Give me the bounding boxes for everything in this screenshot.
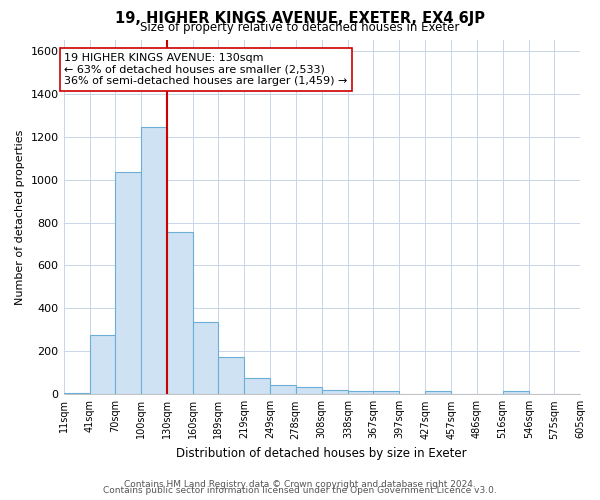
Bar [425, 391, 451, 394]
Bar [115, 172, 141, 394]
Bar [244, 378, 271, 394]
Bar [348, 391, 373, 394]
Bar [193, 322, 218, 394]
Bar [296, 387, 322, 394]
Bar [64, 393, 89, 394]
Y-axis label: Number of detached properties: Number of detached properties [15, 130, 25, 305]
Bar [271, 384, 296, 394]
Bar [167, 232, 193, 394]
Bar [218, 356, 244, 395]
Bar [322, 390, 348, 394]
Text: 19 HIGHER KINGS AVENUE: 130sqm
← 63% of detached houses are smaller (2,533)
36% : 19 HIGHER KINGS AVENUE: 130sqm ← 63% of … [64, 53, 348, 86]
Text: Contains public sector information licensed under the Open Government Licence v3: Contains public sector information licen… [103, 486, 497, 495]
Bar [373, 391, 399, 394]
X-axis label: Distribution of detached houses by size in Exeter: Distribution of detached houses by size … [176, 447, 467, 460]
Bar [503, 391, 529, 394]
Text: Size of property relative to detached houses in Exeter: Size of property relative to detached ho… [140, 22, 460, 35]
Text: 19, HIGHER KINGS AVENUE, EXETER, EX4 6JP: 19, HIGHER KINGS AVENUE, EXETER, EX4 6JP [115, 11, 485, 26]
Bar [89, 336, 115, 394]
Text: Contains HM Land Registry data © Crown copyright and database right 2024.: Contains HM Land Registry data © Crown c… [124, 480, 476, 489]
Bar [141, 127, 167, 394]
